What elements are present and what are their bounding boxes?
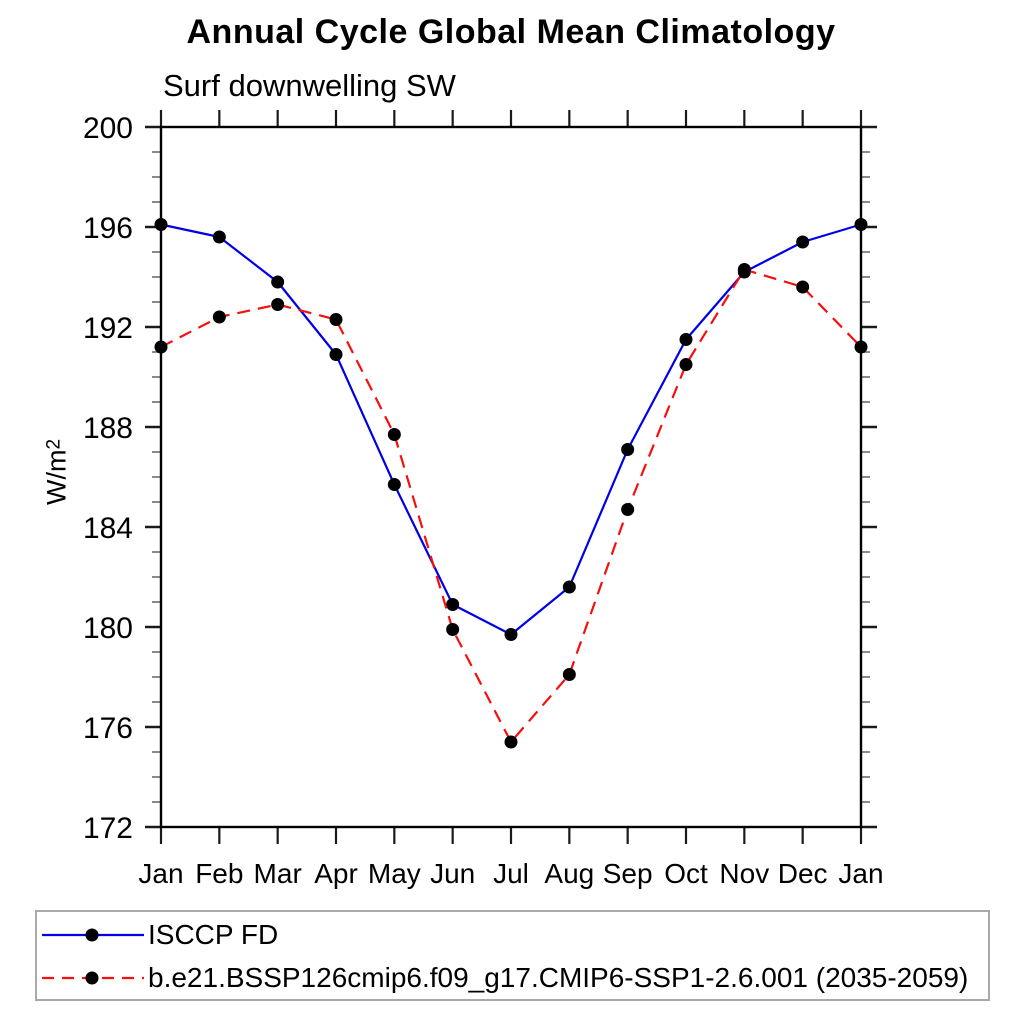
series-1-marker [737, 263, 751, 276]
x-tick-label: Aug [544, 858, 594, 889]
series-1-marker [329, 313, 343, 326]
series-0-marker [854, 218, 868, 231]
series-line-0 [160, 223, 862, 636]
x-tick-label: Jun [430, 858, 475, 889]
series-0-marker [796, 235, 810, 249]
legend-item-isccp: ISCCP FD [41, 919, 279, 950]
series-0-marker [562, 580, 576, 594]
series-1-marker [154, 340, 168, 354]
y-tick-label: 184 [83, 512, 133, 545]
x-tick-label: May [368, 858, 421, 889]
legend-marker-dot-icon [85, 928, 99, 942]
series-0-marker [329, 348, 343, 361]
x-tick-label: Jul [493, 858, 529, 889]
series-0-marker [387, 478, 401, 491]
y-tick-label: 188 [83, 412, 133, 445]
x-tick-label: Jan [138, 858, 183, 889]
x-tick-label: Oct [664, 858, 708, 889]
series-1-marker [621, 503, 635, 516]
series-1-marker [446, 623, 460, 636]
series-0-marker [504, 628, 518, 641]
series-1-marker [212, 310, 226, 324]
legend-item-model: b.e21.BSSP126cmip6.f09_g17.CMIP6-SSP1-2.… [41, 962, 969, 993]
chart-title: Annual Cycle Global Mean Climatology [186, 13, 836, 51]
legend-label: ISCCP FD [148, 919, 279, 950]
series-1-marker [854, 340, 868, 354]
legend-label: b.e21.BSSP126cmip6.f09_g17.CMIP6-SSP1-2.… [148, 962, 969, 993]
legend-box: ISCCP FD b.e21.BSSP126cmip6.f09_g17.CMIP… [35, 910, 990, 1001]
y-tick-label: 192 [83, 312, 133, 345]
plot-frame [159, 125, 863, 829]
x-tick-label: Mar [254, 858, 302, 889]
x-tick-label: Feb [195, 858, 243, 889]
series-0-marker [212, 230, 226, 244]
series-1-marker [504, 735, 518, 749]
x-tick-label: Sep [603, 858, 653, 889]
x-tick-label: Apr [314, 858, 358, 889]
series-1-marker [679, 358, 693, 371]
y-tick-label: 176 [83, 712, 133, 745]
series-1-marker [796, 280, 810, 294]
series-0-marker [621, 443, 635, 456]
y-tick-label: 200 [83, 112, 133, 145]
series-1-marker [271, 298, 285, 311]
legend-line-sample-solid [42, 928, 144, 942]
x-tick-label: Nov [719, 858, 769, 889]
legend-marker-dot-icon [85, 971, 99, 985]
y-tick-label: 196 [83, 212, 133, 245]
series-0-marker [271, 275, 285, 289]
legend-line-sample-dashed [42, 971, 144, 985]
series-0-marker [679, 333, 693, 346]
x-tick-label: Dec [778, 858, 828, 889]
chart-left-string: Surf downwelling SW [163, 68, 456, 103]
y-tick-label: 180 [83, 612, 133, 645]
series-1-marker [387, 428, 401, 441]
series-1-marker [562, 668, 576, 681]
series-0-marker [154, 218, 168, 231]
y-tick-label: 172 [83, 812, 133, 845]
series-line-1 [160, 268, 862, 744]
series-0-marker [446, 598, 460, 611]
x-tick-label: Jan [838, 858, 883, 889]
